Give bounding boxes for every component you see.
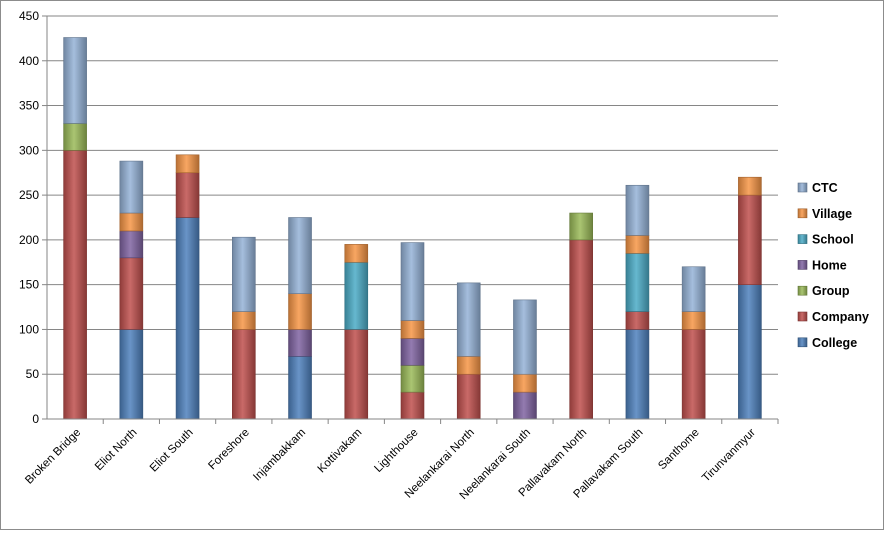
bar-foreshore-company (232, 329, 256, 420)
bar-broken-bridge-group (63, 123, 87, 151)
bar-foreshore-ctc (232, 236, 256, 312)
y-tick-label: 100 (19, 322, 39, 336)
bar-santhome-company (681, 329, 706, 420)
bar-lighthouse-home (400, 338, 425, 366)
y-tick-label: 0 (32, 412, 39, 426)
bar-kottivakam-company (344, 329, 369, 420)
bar-eliot-south-village (175, 154, 200, 174)
legend: CTC Village School Home Group Company College (797, 181, 869, 350)
y-tick-label: 450 (19, 9, 39, 23)
legend-swatch-group (797, 285, 808, 296)
legend-label-college: College (812, 336, 857, 350)
bar-eliot-south-college (175, 217, 200, 420)
bar-eliot-north-company (119, 257, 144, 330)
bar-pallavakam-north-group (569, 212, 593, 241)
bar-tirunvanmyur-village (738, 176, 762, 196)
bar-eliot-north-college (119, 329, 144, 420)
y-tick-label: 400 (19, 54, 39, 68)
bar-injambakkam-home (288, 329, 312, 357)
bar-lighthouse-ctc (400, 242, 425, 321)
bar-broken-bridge-company (63, 150, 87, 420)
bar-pallavakam-north-company (569, 239, 593, 420)
y-tick-label: 150 (19, 278, 39, 292)
x-tick-label: Lighthouse (372, 427, 420, 475)
bar-neelankarai-north-ctc (456, 282, 481, 357)
y-tick-label: 50 (26, 367, 40, 381)
bar-lighthouse-company (400, 391, 425, 420)
bar-neelankarai-north-village (456, 356, 481, 375)
legend-swatch-school (797, 234, 808, 244)
bar-pallavakam-south-company (625, 311, 650, 330)
bar-pallavakam-south-school (625, 253, 650, 312)
bar-tirunvanmyur-college (738, 284, 762, 420)
bar-lighthouse-group (400, 364, 425, 393)
y-tick-label: 200 (19, 233, 39, 247)
bar-pallavakam-south-ctc (625, 184, 650, 236)
bar-eliot-north-home (119, 230, 144, 259)
bar-foreshore-village (232, 311, 256, 330)
bar-neelankarai-south-home (513, 391, 537, 420)
y-axis-ticks: 0 50 100 150 200 250 300 350 400 450 (19, 9, 47, 426)
x-tick-label: Foreshore (206, 427, 252, 473)
bar-broken-bridge-ctc (63, 37, 87, 124)
bar-injambakkam-village (288, 293, 312, 330)
bar-injambakkam-college (288, 356, 312, 420)
bar-pallavakam-south-village (625, 235, 650, 254)
bar-santhome-ctc (681, 266, 706, 312)
x-tick-label: Kottivakam (316, 427, 365, 476)
legend-swatch-company (797, 311, 808, 322)
axes (46, 16, 779, 424)
bar-santhome-village (681, 311, 706, 330)
bar-pallavakam-south-college (625, 329, 650, 420)
legend-label-home: Home (812, 258, 847, 272)
gridlines (47, 15, 778, 375)
bar-eliot-south-company (175, 172, 200, 218)
x-tick-label: Santhome (656, 427, 702, 473)
legend-swatch-college (797, 337, 808, 348)
legend-label-group: Group (812, 284, 850, 298)
legend-label-ctc: CTC (812, 181, 838, 195)
bar-eliot-north-village (119, 212, 144, 232)
y-tick-label: 350 (19, 99, 39, 113)
bar-tirunvanmyur-company (738, 194, 762, 285)
x-tick-label: Tirunvanmyur (700, 427, 758, 485)
y-tick-label: 250 (19, 188, 39, 202)
x-axis-labels: Broken Bridge Eliot North Eliot South Fores… (23, 427, 758, 503)
legend-label-school: School (812, 233, 854, 247)
x-tick-label: Eliot North (93, 427, 139, 473)
bar-injambakkam-ctc (288, 217, 312, 294)
bar-neelankarai-south-village (513, 373, 537, 393)
bar-kottivakam-village (344, 244, 369, 263)
legend-swatch-ctc (797, 182, 808, 193)
bar-eliot-north-ctc (119, 160, 144, 214)
bars (63, 37, 762, 420)
bar-lighthouse-village (400, 320, 425, 339)
legend-swatch-village (797, 208, 808, 219)
legend-label-village: Village (812, 207, 852, 221)
x-tick-label: Injambakkam (251, 427, 308, 484)
x-tick-label: Broken Bridge (23, 427, 83, 487)
legend-label-company: Company (812, 310, 869, 324)
bar-neelankarai-north-company (456, 373, 481, 420)
bar-neelankarai-south-ctc (513, 299, 537, 375)
x-tick-label: Eliot South (148, 427, 196, 475)
y-tick-label: 300 (19, 143, 39, 157)
bar-kottivakam-school (344, 261, 369, 330)
legend-swatch-home (797, 260, 808, 270)
